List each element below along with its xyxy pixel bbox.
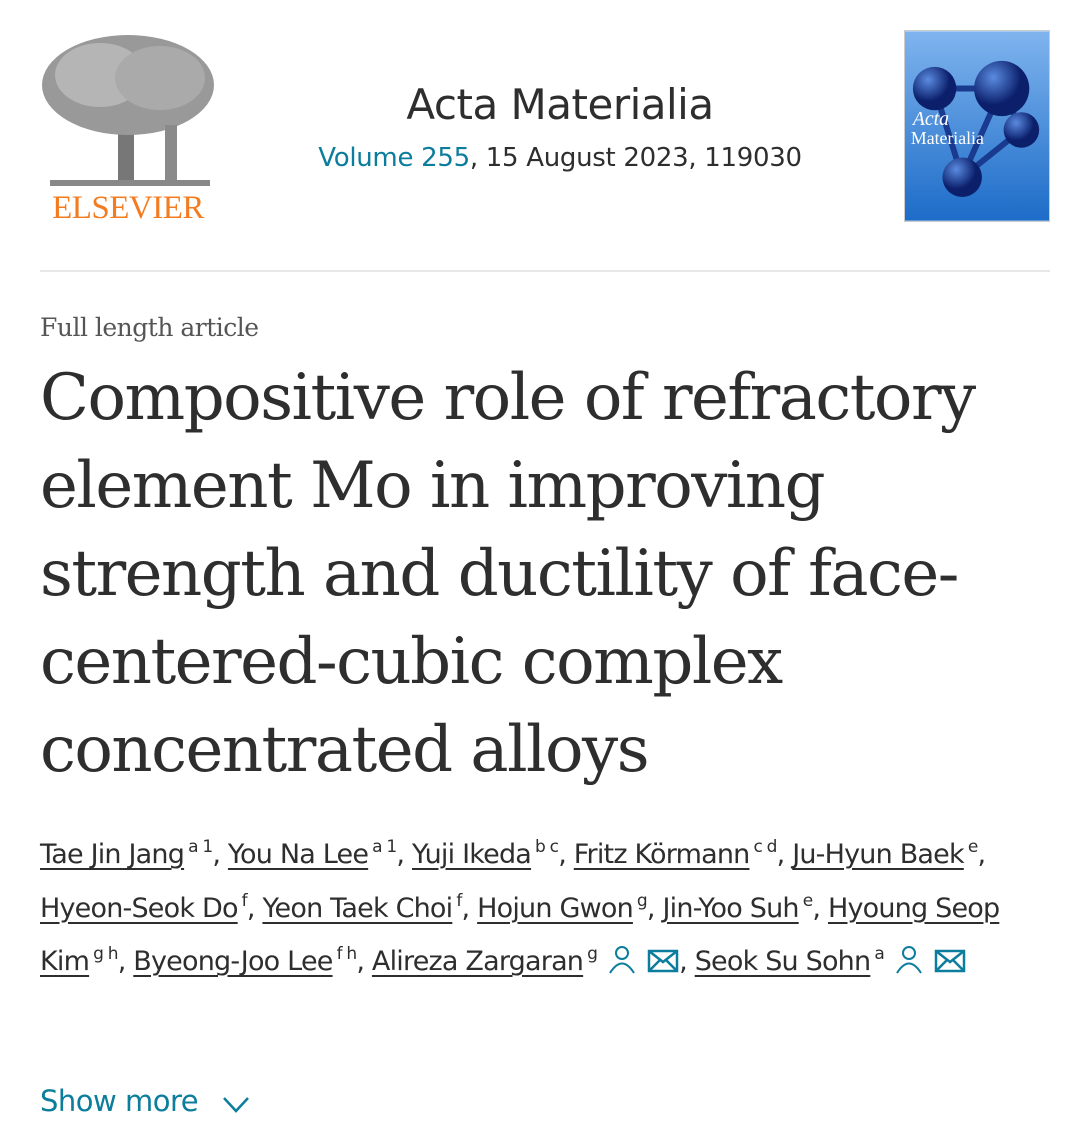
author: Seok Su Sohn a [695, 946, 966, 977]
author-link[interactable]: Hyeon-Seok Do [40, 892, 238, 924]
author-link[interactable]: Tae Jin Jang [40, 839, 185, 870]
author: Jin-Yoo Suh e [662, 890, 813, 924]
author-link[interactable]: Seok Su Sohn [694, 946, 871, 977]
affiliation-marker[interactable]: f [241, 890, 248, 911]
author-link[interactable]: Jin-Yoo Suh [662, 892, 799, 924]
journal-title[interactable]: Acta Materialia [406, 80, 714, 129]
journal-header: Acta Materialia Volume 255, 15 August 20… [300, 80, 820, 173]
separator: , [356, 946, 372, 977]
author-link[interactable]: Yeon Taek Choi [262, 892, 453, 924]
separator: , [558, 839, 574, 870]
author: Ju-Hyun Baek e [792, 837, 978, 871]
author: You Na Lee a 1 [227, 837, 397, 871]
separator: , [646, 892, 663, 924]
affiliation-marker[interactable]: a [874, 944, 884, 964]
author: Hyeon-Seok Do f [40, 890, 248, 924]
author-link[interactable]: Hojun Gwon [477, 892, 634, 924]
author: Yuji Ikeda b c [412, 837, 559, 871]
separator: , [396, 839, 412, 870]
person-icon[interactable] [894, 939, 924, 993]
author-link[interactable]: Fritz Körmann [573, 839, 750, 870]
author-link[interactable]: Byeong-Joo Lee [133, 946, 333, 977]
show-more-label: Show more [40, 1084, 199, 1118]
volume-link[interactable]: Volume 255 [318, 143, 470, 173]
elsevier-tree-logo[interactable] [40, 30, 216, 226]
affiliation-marker[interactable]: c d [753, 837, 777, 857]
author: Yeon Taek Choi f [262, 890, 462, 924]
affiliation-marker[interactable]: a 1 [188, 837, 213, 857]
mail-icon[interactable] [934, 939, 966, 993]
mail-icon[interactable] [647, 939, 679, 993]
header-divider [40, 270, 1050, 272]
affiliation-marker[interactable]: b c [535, 837, 559, 857]
article-type: Full length article [40, 313, 259, 342]
author: Hyoung Seop Kim g h [40, 892, 1000, 978]
author-link[interactable]: Hyoung Seop Kim [40, 892, 1000, 978]
affiliation-marker[interactable]: a 1 [372, 837, 397, 857]
author: Alireza Zargaran g [372, 946, 679, 977]
affiliation-marker[interactable]: e [967, 837, 978, 857]
issue-date: , 15 August 2023, 119030 [469, 143, 802, 173]
publisher-logo-text: ELSEVIER [52, 190, 204, 226]
separator: , [117, 946, 134, 977]
separator: , [212, 839, 228, 870]
affiliation-marker[interactable]: g [636, 890, 648, 911]
author-list: Tae Jin Jang a 1, You Na Lee a 1, Yuji Ike… [40, 828, 1050, 993]
svg-text:Acta: Acta [911, 108, 949, 130]
affiliation-marker[interactable]: g h [93, 944, 118, 964]
separator: , [812, 892, 828, 924]
author: Hojun Gwon g [477, 890, 648, 924]
show-more-button[interactable]: Show more [40, 1084, 251, 1118]
affiliation-marker[interactable]: f [456, 890, 462, 911]
journal-cover-image[interactable]: Acta Materialia [904, 30, 1050, 222]
separator: , [461, 892, 478, 924]
author-link[interactable]: Ju-Hyun Baek [792, 839, 964, 870]
separator: , [977, 839, 986, 870]
affiliation-marker[interactable]: e [802, 890, 813, 911]
article-title: Compositive role of refractory element M… [40, 361, 976, 787]
person-icon[interactable] [607, 939, 637, 993]
affiliation-marker[interactable]: g [587, 944, 598, 964]
author-link[interactable]: Alireza Zargaran [371, 946, 584, 977]
affiliation-marker[interactable]: f h [336, 944, 358, 964]
author-link[interactable]: You Na Lee [227, 839, 369, 870]
separator: , [679, 946, 695, 977]
separator: , [246, 892, 263, 924]
separator: , [776, 839, 793, 870]
svg-text:Materialia: Materialia [911, 128, 984, 148]
chevron-down-icon [222, 1097, 249, 1113]
author: Fritz Körmann c d [573, 837, 778, 871]
author: Byeong-Joo Lee f h [133, 944, 358, 978]
volume-line: Volume 255, 15 August 2023, 119030 [300, 143, 820, 173]
author-link[interactable]: Yuji Ikeda [412, 839, 532, 870]
author: Tae Jin Jang a 1 [40, 837, 213, 871]
